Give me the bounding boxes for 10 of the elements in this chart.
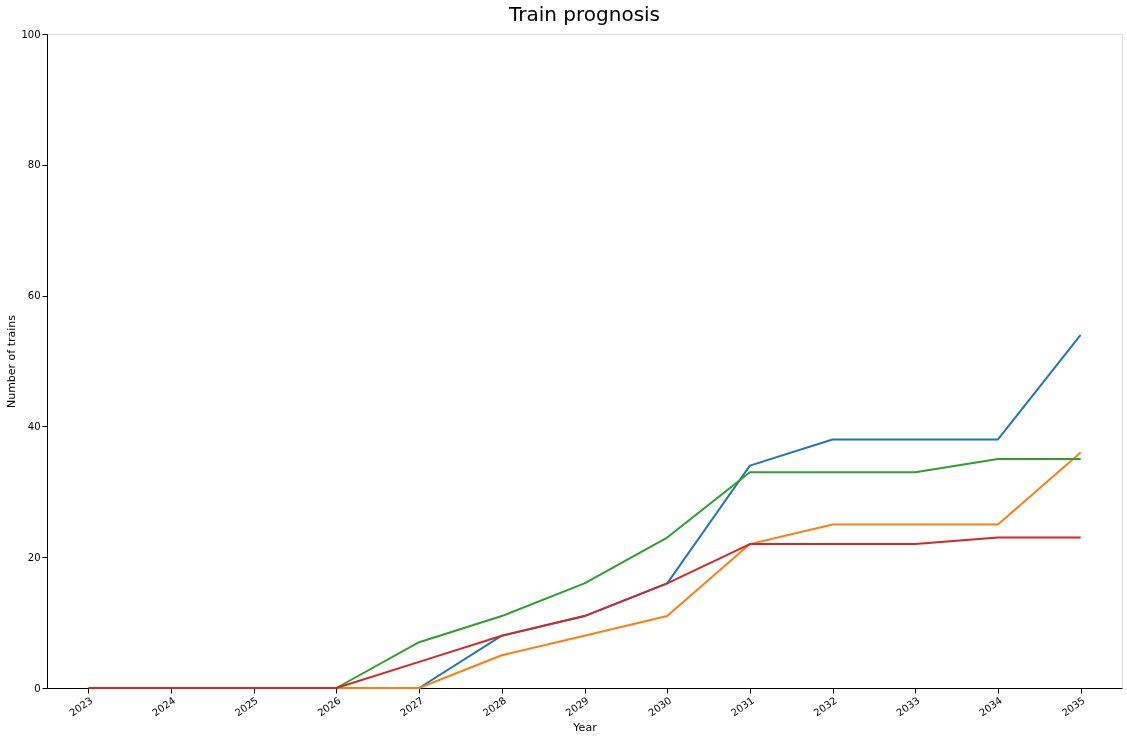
- line-series: [87, 536, 1082, 689]
- x-axis-title: Year: [572, 721, 598, 735]
- y-tick-label: 40: [27, 420, 41, 432]
- y-axis-title: Number of trains: [5, 314, 19, 409]
- y-tick-label: 20: [27, 551, 41, 563]
- y-tick-label: 60: [27, 290, 41, 302]
- y-tick-label: 0: [34, 682, 41, 694]
- chart-title: Train prognosis: [507, 2, 661, 26]
- y-tick-label: 100: [21, 28, 41, 40]
- y-tick-label: 80: [27, 159, 41, 171]
